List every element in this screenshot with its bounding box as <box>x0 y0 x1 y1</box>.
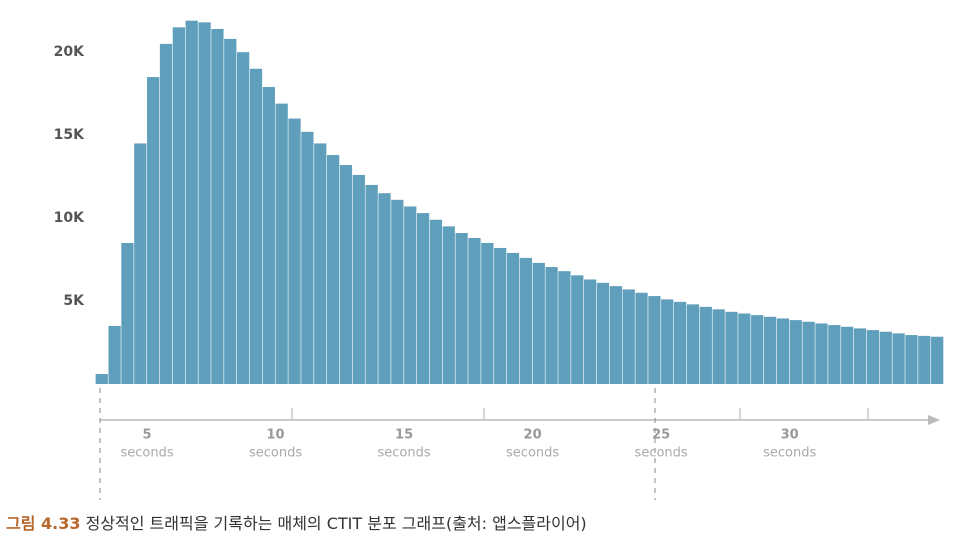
bar <box>378 193 391 384</box>
y-tick-label: 15K <box>54 127 85 143</box>
bar <box>596 282 610 384</box>
bar <box>288 118 301 384</box>
bar <box>763 316 777 384</box>
bar <box>635 292 648 384</box>
chart: 5K 10K 15K 20K 5 seconds 10 seconds 15 seconds 20 s… <box>54 20 944 500</box>
bar <box>905 335 918 384</box>
bar <box>494 247 507 384</box>
bar <box>661 299 674 384</box>
bar <box>301 131 314 384</box>
bar <box>352 174 365 384</box>
bar <box>738 313 751 384</box>
y-tick-label: 10K <box>54 210 85 226</box>
bar <box>584 279 597 384</box>
bar <box>866 330 880 384</box>
dashed-markers <box>99 388 656 500</box>
caption-label: 그림 4.33 <box>6 514 81 533</box>
y-tick-label: 5K <box>63 293 85 309</box>
bar <box>159 43 173 385</box>
bar <box>121 242 134 384</box>
bar <box>841 326 854 384</box>
x-unit-label: seconds <box>635 446 688 461</box>
x-tick-label: 25 <box>652 428 670 443</box>
y-tick-label: 20K <box>54 44 85 60</box>
bar <box>776 318 790 384</box>
bar <box>108 325 121 384</box>
bar <box>404 206 417 384</box>
bar <box>622 289 635 384</box>
bar <box>262 87 275 384</box>
x-unit-label: seconds <box>378 446 431 461</box>
x-unit-label: seconds <box>763 446 816 461</box>
bar <box>172 27 185 385</box>
bar <box>789 320 802 384</box>
bar <box>339 165 353 384</box>
bar <box>751 315 764 384</box>
caption-text: 정상적인 트래픽을 기록하는 매체의 CTIT 분포 그래프(출처: 앱스플라이… <box>85 514 587 533</box>
bar <box>609 286 622 384</box>
bar <box>391 199 404 384</box>
bar <box>931 336 944 384</box>
bar <box>198 22 211 385</box>
bar <box>686 304 700 384</box>
bar <box>365 184 378 384</box>
caption: 그림 4.33 정상적인 트래픽을 기록하는 매체의 CTIT 분포 그래프(출… <box>6 510 587 534</box>
bar <box>237 52 250 384</box>
bar <box>879 331 892 384</box>
bar <box>725 311 738 384</box>
bar <box>506 252 520 384</box>
axis-arrow <box>928 415 940 425</box>
bar <box>326 155 340 384</box>
x-unit-label: seconds <box>249 446 302 461</box>
bar <box>532 262 545 384</box>
x-tick-label: 5 <box>143 428 152 443</box>
x-unit-label: seconds <box>120 446 173 461</box>
x-tick-label: 10 <box>267 428 285 443</box>
bar <box>673 301 687 384</box>
x-unit-label: seconds <box>506 446 559 461</box>
bar <box>224 38 237 385</box>
bar <box>95 374 108 384</box>
x-tick-label: 20 <box>524 428 542 443</box>
axis-notches <box>291 408 869 420</box>
bar <box>442 226 455 384</box>
bar <box>892 333 905 384</box>
bar <box>648 296 661 384</box>
bar <box>416 213 430 384</box>
bar <box>275 103 288 384</box>
bar <box>853 328 867 384</box>
bar <box>712 309 725 384</box>
bar <box>519 257 533 384</box>
bar <box>815 323 828 384</box>
bar <box>828 325 841 384</box>
bar <box>468 238 481 384</box>
bar <box>314 143 327 384</box>
bar <box>571 275 584 384</box>
x-tick-label: 30 <box>781 428 799 443</box>
bar <box>211 28 224 384</box>
bar <box>918 335 931 384</box>
bar <box>802 321 815 384</box>
bar <box>134 143 147 384</box>
bar <box>558 271 571 384</box>
bar <box>429 219 443 384</box>
bar <box>481 242 494 384</box>
x-tick-label: 15 <box>395 428 413 443</box>
bar <box>185 20 198 385</box>
bar <box>545 267 558 384</box>
bar <box>455 233 468 384</box>
bar <box>147 77 160 385</box>
bar <box>249 68 263 384</box>
bar <box>699 306 712 384</box>
